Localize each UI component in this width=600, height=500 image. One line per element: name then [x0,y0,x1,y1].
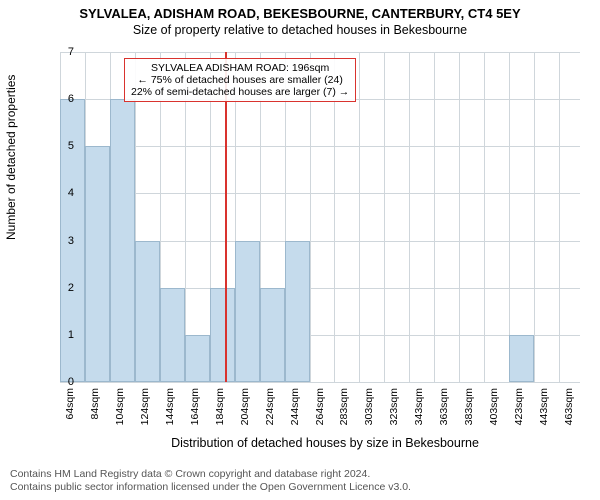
y-tick-label: 4 [44,187,74,199]
y-tick-label: 6 [44,93,74,105]
footer-attribution: Contains HM Land Registry data © Crown c… [10,468,411,494]
footer-line-1: Contains HM Land Registry data © Crown c… [10,468,411,481]
histogram-bar [509,335,534,382]
histogram-bar [235,241,260,382]
footer-line-2: Contains public sector information licen… [10,481,411,494]
y-tick-label: 1 [44,329,74,341]
x-tick-label: 244sqm [289,388,301,438]
y-tick-label: 3 [44,235,74,247]
gridline-v [359,52,360,382]
annotation-line: SYLVALEA ADISHAM ROAD: 196sqm [131,62,349,74]
x-tick-label: 264sqm [314,388,326,438]
histogram-bar [110,99,135,382]
x-tick-label: 383sqm [463,388,475,438]
plot-area: SYLVALEA ADISHAM ROAD: 196sqm← 75% of de… [60,52,580,382]
chart-subtitle: Size of property relative to detached ho… [0,21,600,37]
x-tick-label: 104sqm [114,388,126,438]
plot-inner: SYLVALEA ADISHAM ROAD: 196sqm← 75% of de… [60,52,580,382]
histogram-bar [260,288,285,382]
gridline-h [60,146,580,147]
gridline-h [60,193,580,194]
gridline-v [484,52,485,382]
x-tick-label: 204sqm [239,388,251,438]
histogram-bar [160,288,185,382]
x-tick-label: 84sqm [89,388,101,438]
chart-card: SYLVALEA, ADISHAM ROAD, BEKESBOURNE, CAN… [0,0,600,500]
gridline-v [509,52,510,382]
x-tick-label: 343sqm [413,388,425,438]
y-tick-label: 5 [44,140,74,152]
y-tick-label: 7 [44,46,74,58]
gridline-h [60,382,580,383]
gridline-v [534,52,535,382]
x-tick-label: 463sqm [563,388,575,438]
gridline-v [434,52,435,382]
x-tick-label: 124sqm [139,388,151,438]
annotation-box: SYLVALEA ADISHAM ROAD: 196sqm← 75% of de… [124,58,356,102]
annotation-line: ← 75% of detached houses are smaller (24… [131,74,349,86]
x-tick-label: 423sqm [513,388,525,438]
x-tick-label: 184sqm [214,388,226,438]
histogram-bar [135,241,160,382]
x-tick-label: 443sqm [538,388,550,438]
histogram-bar [185,335,210,382]
y-axis-label: Number of detached properties [4,75,18,240]
annotation-line: 22% of semi-detached houses are larger (… [131,86,349,98]
x-tick-label: 164sqm [189,388,201,438]
x-tick-label: 144sqm [164,388,176,438]
x-tick-label: 224sqm [264,388,276,438]
x-axis-label: Distribution of detached houses by size … [70,436,580,450]
chart-title: SYLVALEA, ADISHAM ROAD, BEKESBOURNE, CAN… [0,0,600,21]
x-tick-label: 323sqm [388,388,400,438]
y-tick-label: 0 [44,376,74,388]
histogram-bar [210,288,235,382]
gridline-v [559,52,560,382]
gridline-v [459,52,460,382]
x-tick-label: 403sqm [488,388,500,438]
gridline-v [384,52,385,382]
gridline-h [60,52,580,53]
x-tick-label: 303sqm [363,388,375,438]
y-tick-label: 2 [44,282,74,294]
histogram-bar [85,146,110,382]
gridline-v [409,52,410,382]
x-tick-label: 283sqm [338,388,350,438]
histogram-bar [285,241,310,382]
x-tick-label: 363sqm [438,388,450,438]
x-tick-label: 64sqm [64,388,76,438]
